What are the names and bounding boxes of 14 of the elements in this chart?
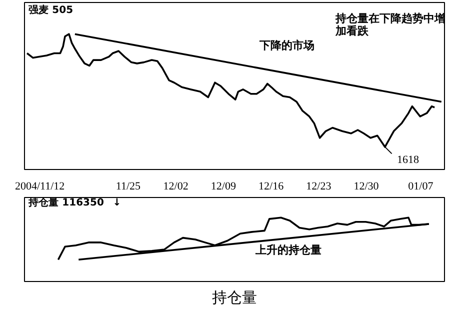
chart-title: 强麦 505 (28, 4, 74, 16)
x-tick-label: 12/09 (210, 180, 236, 192)
annotation: 下降的市场 (258, 39, 315, 52)
x-tick-label: 12/30 (354, 180, 380, 192)
annotation: 1618 (396, 154, 420, 166)
x-tick-label: 12/23 (306, 180, 332, 192)
x-tick-label: 2004/11/12 (14, 180, 65, 192)
annotation: 上升的持仓量 (254, 243, 322, 256)
text: ↓ (112, 197, 122, 208)
x-tick-label: 11/25 (116, 180, 142, 192)
text: 持仓量 (212, 288, 257, 306)
x-tick-label: 01/07 (408, 180, 434, 192)
x-tick-label: 12/02 (163, 180, 188, 192)
x-tick-label: 12/16 (258, 180, 284, 192)
